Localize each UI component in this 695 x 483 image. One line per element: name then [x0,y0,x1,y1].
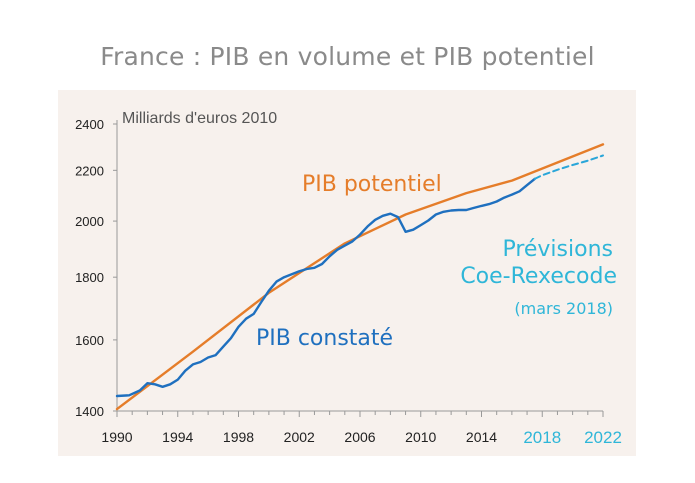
observed-gdp-line [115,177,536,398]
x-tick-label: 2014 [466,429,497,445]
x-tick-label: 2002 [284,429,315,445]
x-tick-label: 1994 [162,429,193,445]
x-tick-label: 2006 [344,429,375,445]
observed-label: PIB constaté [256,326,393,351]
y-tick-label: 1800 [75,270,104,285]
x-tick-label: 2010 [405,429,436,445]
y-tick-label: 2200 [75,163,104,178]
forecast-label-line1: Prévisions [502,237,613,262]
forecast-date-label: (mars 2018) [514,299,613,318]
forecast-label-line2: Coe-Rexecode [460,264,617,289]
x-tick-label: 1998 [223,429,254,445]
x-tick-label-forecast: 2022 [584,428,622,447]
potential-gdp-line [115,143,605,411]
y-tick-label: 2400 [75,117,104,132]
y-tick-label: 2000 [75,214,104,229]
plot-background [58,90,636,456]
forecast-gdp-line [533,154,604,180]
x-tick-label-forecast: 2018 [523,428,561,447]
y-tick-label: 1600 [75,333,104,348]
x-tick-label: 1990 [101,429,132,445]
y-tick-label: 1400 [75,404,104,419]
unit-label: Milliards d'euros 2010 [122,110,277,127]
potential-label: PIB potentiel [302,172,442,197]
chart-title: France : PIB en volume et PIB potentiel [100,42,595,71]
